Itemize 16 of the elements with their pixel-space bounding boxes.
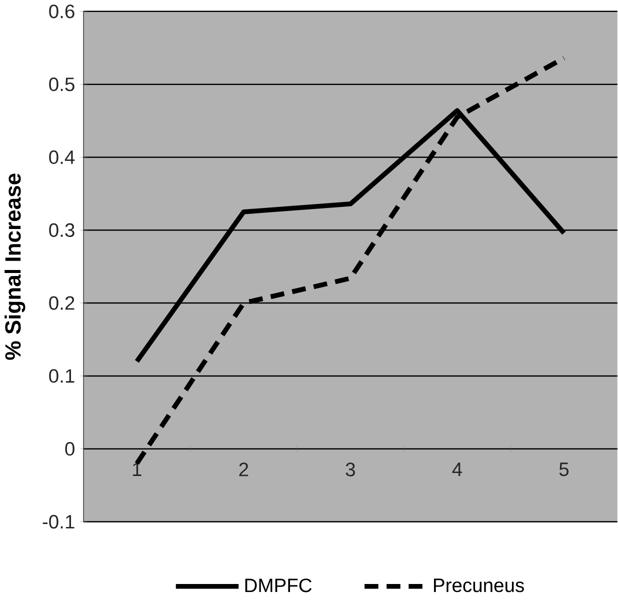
y-axis-title: % Signal Increase: [4, 174, 26, 360]
x-tick-label: 5: [559, 462, 569, 476]
x-tick-label: 1: [132, 462, 142, 476]
y-tick-label: 0.1: [49, 369, 74, 383]
legend-label: Precuneus: [434, 578, 524, 592]
legend-label: DMPFC: [245, 578, 312, 592]
x-tick-label: 2: [239, 462, 248, 476]
y-tick-label: 0.4: [49, 150, 75, 164]
x-tick-label: 4: [452, 462, 462, 476]
y-tick-label: 0.3: [49, 223, 74, 238]
y-tick-label: -0.1: [42, 515, 74, 529]
y-tick-label: 0.5: [49, 78, 74, 92]
y-tick-label: 0.6: [49, 4, 74, 18]
y-tick-label: 0.2: [49, 296, 74, 310]
x-tick-label: 3: [346, 462, 355, 477]
y-tick-label: 0: [65, 442, 74, 456]
